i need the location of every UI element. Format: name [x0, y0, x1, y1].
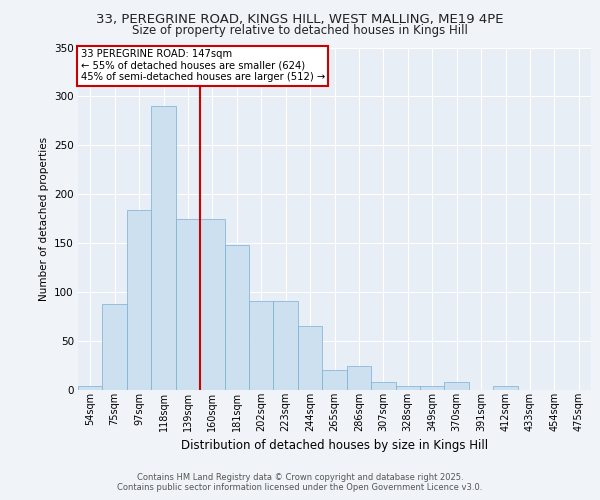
- Text: Contains HM Land Registry data © Crown copyright and database right 2025.: Contains HM Land Registry data © Crown c…: [137, 472, 463, 482]
- Bar: [420, 386, 445, 390]
- Text: 33 PEREGRINE ROAD: 147sqm
← 55% of detached houses are smaller (624)
45% of semi: 33 PEREGRINE ROAD: 147sqm ← 55% of detac…: [80, 49, 325, 82]
- Bar: [224, 245, 249, 390]
- Bar: [493, 386, 518, 390]
- Y-axis label: Number of detached properties: Number of detached properties: [38, 136, 49, 301]
- Bar: [347, 366, 371, 390]
- Bar: [274, 301, 298, 390]
- Bar: [395, 386, 420, 390]
- Bar: [103, 304, 127, 390]
- Bar: [322, 370, 347, 390]
- Bar: [176, 219, 200, 390]
- Bar: [371, 382, 395, 390]
- Text: Contains public sector information licensed under the Open Government Licence v3: Contains public sector information licen…: [118, 482, 482, 492]
- Bar: [249, 301, 274, 390]
- Bar: [200, 219, 224, 390]
- X-axis label: Distribution of detached houses by size in Kings Hill: Distribution of detached houses by size …: [181, 439, 488, 452]
- Bar: [445, 382, 469, 390]
- Bar: [151, 106, 176, 390]
- Bar: [127, 210, 151, 390]
- Bar: [298, 326, 322, 390]
- Text: Size of property relative to detached houses in Kings Hill: Size of property relative to detached ho…: [132, 24, 468, 37]
- Text: 33, PEREGRINE ROAD, KINGS HILL, WEST MALLING, ME19 4PE: 33, PEREGRINE ROAD, KINGS HILL, WEST MAL…: [96, 12, 504, 26]
- Bar: [78, 386, 103, 390]
